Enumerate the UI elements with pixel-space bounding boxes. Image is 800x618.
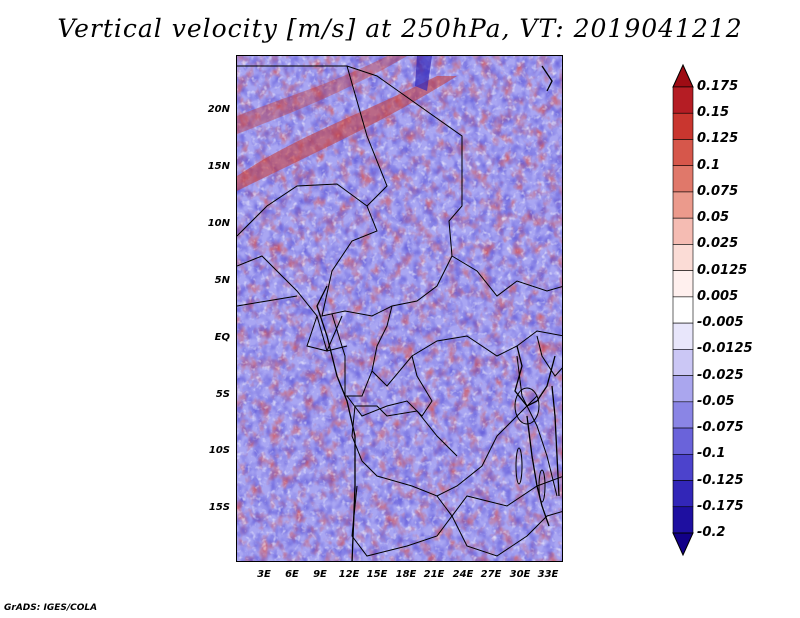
colorbar-tick-label: -0.005: [697, 315, 744, 331]
colorbar-tick-label: -0.125: [697, 472, 744, 488]
lat-label: 10S: [208, 445, 230, 456]
colorbar-tick-label: 0.075: [697, 183, 739, 199]
colorbar-tick-label: -0.025: [697, 367, 744, 383]
colorbar-tick-label: 0.0125: [697, 262, 748, 278]
colorbar-tick-label: 0.025: [697, 236, 739, 252]
lat-label: 20N: [207, 104, 230, 115]
grads-credit: GrADS: IGES/COLA: [4, 603, 98, 613]
lon-label: 30E: [509, 569, 531, 580]
lon-label: 24E: [452, 569, 474, 580]
chart-title: Vertical velocity [m/s] at 250hPa, VT: 2…: [57, 14, 743, 43]
colorbar-swatch: [672, 401, 694, 429]
colorbar-tick-label: 0.1: [697, 157, 721, 173]
lake-victoria: [514, 387, 540, 425]
lon-label: 12E: [338, 569, 360, 580]
lon-label: 33E: [537, 569, 559, 580]
colorbar-swatch: [672, 191, 694, 219]
colorbar-tick-label: -0.0125: [697, 341, 753, 357]
lon-label: 6E: [285, 569, 299, 580]
colorbar-swatch: [672, 86, 694, 114]
lat-label: 15N: [207, 161, 230, 172]
colorbar-tick-label: 0.05: [697, 210, 730, 226]
lake-malawi: [538, 469, 546, 503]
colorbar-swatch: [672, 506, 694, 534]
colorbar-tick-label: -0.175: [697, 498, 744, 514]
colorbar-swatch: [672, 349, 694, 376]
colorbar: [672, 63, 694, 557]
lon-label: 18E: [395, 569, 417, 580]
lat-label: 5N: [214, 275, 230, 286]
colorbar-tick-label: -0.05: [697, 393, 735, 409]
velocity-field: [237, 56, 562, 561]
colorbar-top-arrow: [672, 63, 694, 88]
lon-label: 3E: [257, 569, 271, 580]
colorbar-swatch: [672, 480, 694, 508]
lon-label: 27E: [480, 569, 502, 580]
colorbar-swatch: [672, 322, 694, 350]
colorbar-swatch: [672, 453, 694, 481]
lat-label: 10N: [207, 218, 230, 229]
colorbar-tick-label: 0.175: [697, 79, 739, 94]
colorbar-swatch: [672, 427, 694, 455]
lat-label: 15S: [208, 502, 230, 513]
colorbar-tick-label: 0.15: [697, 105, 730, 121]
colorbar-swatch: [672, 270, 694, 298]
map-plot-area: [236, 55, 563, 562]
lon-label: 15E: [366, 569, 388, 580]
colorbar-tick-label: -0.2: [697, 525, 726, 540]
colorbar-swatch: [672, 165, 694, 193]
lake-tanganyika: [515, 447, 523, 485]
colorbar-tick-label: 0.005: [697, 288, 739, 304]
lon-label: 21E: [423, 569, 445, 580]
coastlines: [316, 65, 560, 561]
colorbar-tick-label: -0.075: [697, 420, 744, 436]
colorbar-swatch: [672, 139, 694, 167]
colorbar-swatch: [672, 112, 694, 140]
lat-label: EQ: [214, 332, 230, 343]
country-borders: [237, 65, 562, 557]
colorbar-swatch: [672, 217, 694, 245]
lat-label: 5S: [215, 389, 230, 400]
colorbar-tick-label: -0.1: [697, 446, 726, 462]
colorbar-swatch: [672, 244, 694, 271]
lon-label: 9E: [313, 569, 327, 580]
colorbar-swatch: [672, 375, 694, 403]
colorbar-swatch: [672, 296, 694, 324]
colorbar-tick-label: 0.125: [697, 131, 739, 147]
colorbar-bottom-arrow: [672, 532, 694, 557]
